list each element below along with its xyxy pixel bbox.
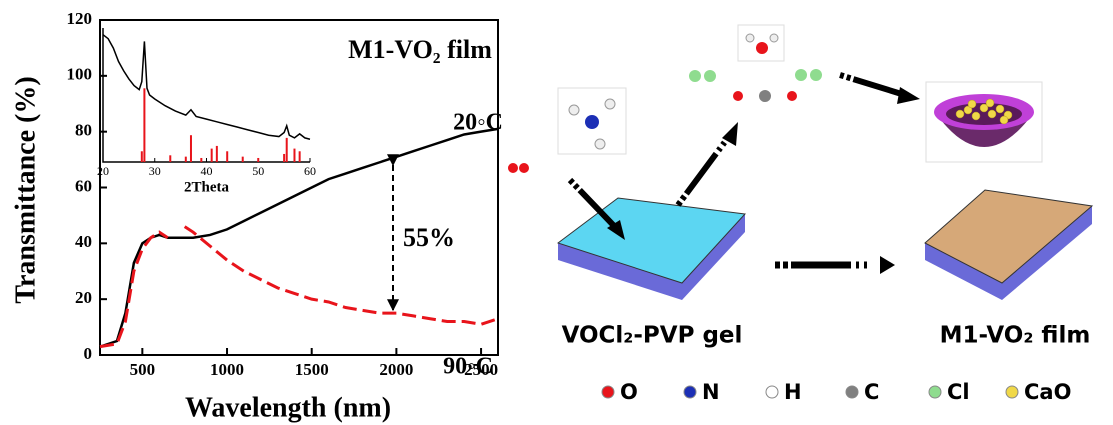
reference-stick: [169, 155, 172, 162]
x-tick-label: 60: [304, 164, 316, 178]
atom: [795, 69, 807, 81]
reference-stick: [143, 88, 146, 162]
reference-stick: [257, 157, 260, 162]
xrd-pattern: [102, 34, 311, 140]
y-tick-label: 80: [75, 121, 92, 140]
legend: O N H C Cl CaO: [601, 380, 1071, 404]
plot-frame: [99, 19, 499, 356]
x-tick-label: 50: [252, 164, 264, 178]
arrowhead: [607, 220, 625, 240]
x-tick-label: 2500: [464, 360, 498, 379]
cao-particles: [955, 98, 1013, 125]
legend-label: CaO: [1024, 380, 1071, 404]
process-arrow: [675, 133, 733, 207]
process-arrow: [839, 72, 906, 98]
y-tick-label: 120: [67, 9, 93, 28]
atom: [689, 70, 701, 82]
x-axis-label: 2Theta: [184, 179, 230, 195]
atom: [604, 98, 616, 110]
molecule-box: [737, 24, 785, 62]
legend-label: O: [620, 380, 638, 404]
chart-title: M1-VO₂ film: [348, 35, 492, 64]
atom: [508, 163, 518, 173]
legend-swatch: [765, 385, 779, 399]
reference-stick: [285, 137, 288, 162]
atom: [745, 33, 755, 43]
atom: [519, 163, 529, 173]
atom: [810, 69, 822, 81]
atom: [787, 91, 797, 101]
main-chart: M1-VO₂ film Wavelength (nm) Transmittanc…: [10, 35, 503, 423]
reference-stick: [215, 145, 218, 162]
x-tick-label: 1000: [210, 360, 244, 379]
atom: [704, 70, 716, 82]
y-tick-label: 60: [75, 176, 92, 195]
x-tick-label: 1500: [295, 360, 329, 379]
inset-axes: [102, 28, 310, 163]
arrowhead: [722, 122, 738, 146]
legend-swatch: [683, 385, 697, 399]
atom: [733, 91, 743, 101]
legend-swatch: [845, 385, 859, 399]
film-label: M1-VO₂ film: [940, 323, 1091, 349]
reference-stick: [241, 156, 244, 162]
film-layer: [924, 189, 1094, 284]
reference-stick: [226, 151, 229, 162]
x-tick-label: 30: [149, 164, 161, 178]
x-tick-label: 500: [130, 360, 156, 379]
legend-swatch: [928, 385, 942, 399]
diagram: VOCl₂-PVP gel M1-VO₂ film: [508, 24, 1094, 404]
reference-stick: [189, 135, 192, 162]
series-line: [99, 225, 499, 349]
reference-stick: [200, 157, 203, 162]
reference-stick: [293, 148, 296, 162]
x-tick-label: 20: [97, 164, 109, 178]
legend-label: H: [784, 380, 802, 404]
y-axis-label: Transmittance (%): [10, 76, 41, 303]
arrowhead: [880, 256, 895, 274]
atom: [594, 138, 606, 150]
gel-label: VOCl₂-PVP gel: [562, 323, 743, 349]
legend-label: C: [864, 380, 879, 404]
y-tick-label: 100: [67, 65, 93, 84]
x-tick-label: 40: [201, 164, 213, 178]
reference-stick: [283, 153, 286, 162]
legend-swatch: [1005, 385, 1019, 399]
x-axis-label: Wavelength (nm): [185, 392, 391, 423]
process-arrow: [567, 177, 621, 233]
legend-swatch: [601, 385, 615, 399]
atom: [759, 90, 771, 102]
series-label: 90◦C: [443, 354, 493, 380]
gel-layer: [556, 197, 747, 284]
atom: [585, 115, 599, 129]
legend-label: Cl: [947, 380, 970, 404]
annotation: 55%: [403, 223, 455, 252]
y-tick-label: 20: [75, 288, 92, 307]
reference-stick: [210, 148, 213, 162]
y-tick-label: 40: [75, 232, 92, 251]
atom: [756, 42, 768, 54]
x-tick-label: 2000: [379, 360, 413, 379]
y-tick-label: 0: [84, 344, 93, 363]
legend-label: N: [702, 380, 720, 404]
atom: [769, 33, 779, 43]
reference-stick: [140, 151, 143, 162]
arrowhead: [897, 87, 920, 104]
reference-stick: [298, 151, 301, 162]
reference-stick: [184, 156, 187, 162]
atom: [568, 104, 580, 116]
